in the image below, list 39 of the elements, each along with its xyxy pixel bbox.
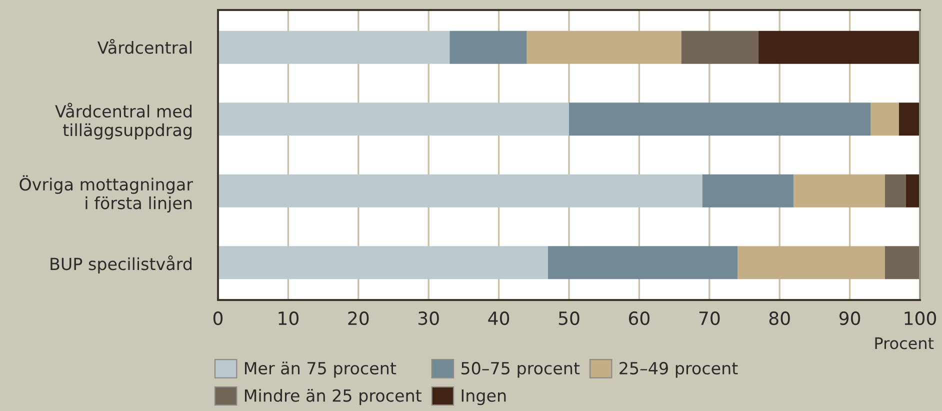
bar [450, 30, 527, 64]
legend-label: Ingen [462, 389, 506, 406]
y-tick-label: Vårdcentral [97, 39, 192, 54]
legend-label: Mer än 75 procent [244, 362, 396, 378]
y-tick-label: Vårdcentral med tilläggsuppdrag [55, 102, 192, 140]
x-tick-label: 30 [418, 311, 439, 326]
bar [526, 30, 682, 64]
legend-label: Mindre än 25 procent [244, 388, 422, 406]
x-tick-label: 20 [348, 311, 369, 326]
bar [681, 30, 759, 64]
x-tick-label: 60 [628, 311, 650, 326]
bar [870, 102, 899, 136]
x-tick-label: 90 [839, 311, 860, 326]
x-tick-label: 50 [558, 311, 580, 326]
bar [898, 102, 920, 136]
x-tick-label: 40 [488, 311, 510, 326]
bar [218, 246, 548, 280]
bar [884, 174, 906, 208]
x-tick-label: 100 [904, 311, 936, 326]
bar [218, 102, 569, 136]
bar [758, 30, 920, 64]
bar [548, 246, 738, 280]
bar [702, 174, 794, 208]
bar [218, 30, 450, 64]
legend-label: 25–49 procent [620, 362, 738, 378]
bar [884, 246, 920, 280]
x-tick-label: 70 [699, 311, 720, 326]
y-tick-label: BUP specilistvård [50, 255, 192, 274]
x-tick-label: 80 [769, 311, 790, 326]
x-axis-title: Procent [875, 337, 934, 350]
legend-label: 50–75 procent [461, 362, 580, 378]
bar [906, 174, 920, 208]
bar [794, 174, 885, 208]
bar [218, 174, 702, 208]
x-tick-label: 10 [278, 311, 298, 326]
x-tick-label: 0 [213, 311, 223, 326]
y-tick-label: Övriga mottagningar i första linjen [20, 175, 193, 213]
bar [569, 102, 871, 136]
bar [737, 246, 885, 280]
